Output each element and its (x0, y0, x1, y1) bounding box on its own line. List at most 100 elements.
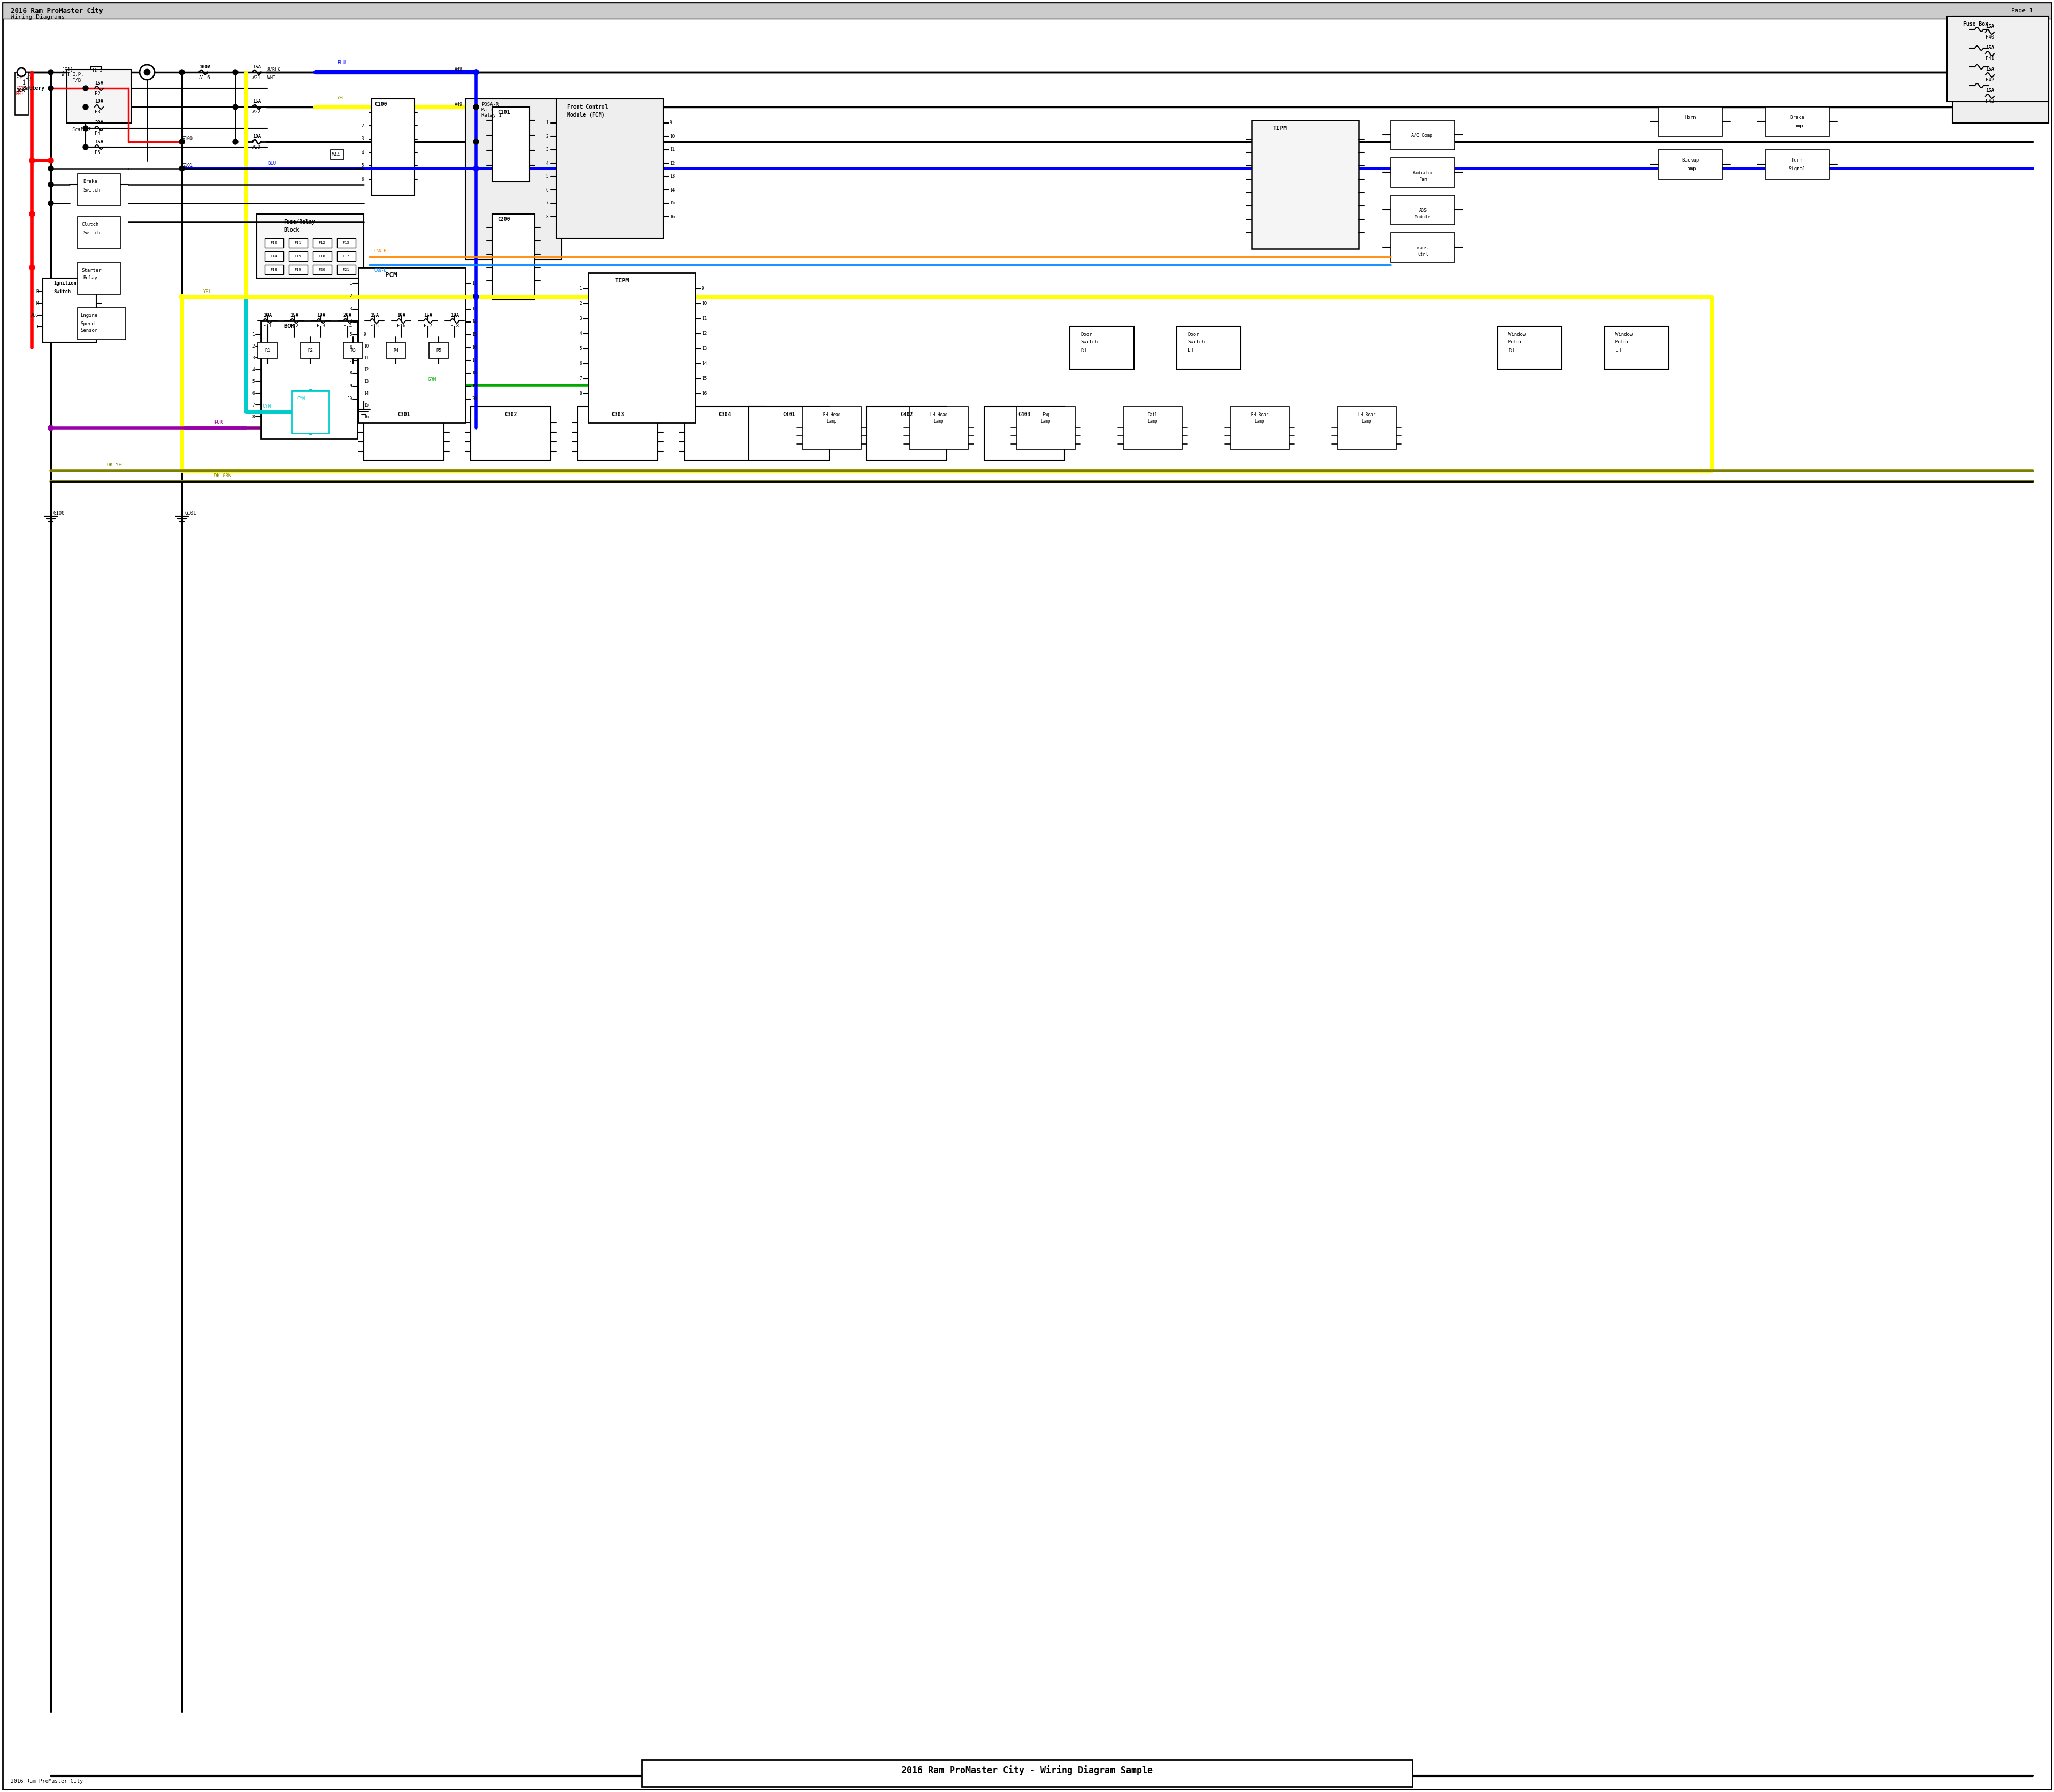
Text: RH Rear: RH Rear (1251, 412, 1267, 418)
Text: 8: 8 (349, 371, 351, 376)
Circle shape (472, 140, 479, 145)
Text: 3: 3 (253, 355, 255, 360)
Text: Switch: Switch (53, 289, 70, 294)
Text: C304: C304 (719, 412, 731, 418)
Text: F13: F13 (343, 242, 349, 244)
Bar (372, 99, 415, 195)
Text: 5: 5 (546, 174, 548, 179)
Text: POSA-R: POSA-R (481, 102, 499, 108)
Text: F13: F13 (316, 324, 325, 328)
Text: Motor: Motor (1614, 340, 1629, 344)
Text: 16: 16 (670, 215, 674, 219)
Text: BCM: BCM (283, 324, 294, 330)
Bar (1017, 407, 1074, 450)
Bar (1177, 326, 1241, 369)
Text: Lamp: Lamp (1041, 419, 1052, 425)
Text: 9: 9 (364, 332, 366, 337)
Text: 15: 15 (472, 333, 477, 337)
Text: F43: F43 (1986, 99, 1994, 104)
Text: Window: Window (1508, 332, 1526, 337)
Text: 11: 11 (364, 355, 368, 360)
Bar (429, 342, 448, 358)
Circle shape (140, 65, 154, 79)
Text: CYN: CYN (298, 396, 304, 401)
Text: 19: 19 (472, 383, 477, 389)
Text: 18: 18 (472, 371, 477, 376)
Bar (290, 251, 308, 262)
Text: F16: F16 (396, 324, 405, 328)
Bar (68, 70, 131, 124)
Text: F20: F20 (318, 269, 325, 271)
Bar (265, 251, 283, 262)
Bar (1391, 233, 1454, 262)
Circle shape (472, 70, 479, 75)
Text: LH: LH (1187, 348, 1193, 353)
Bar (312, 265, 331, 274)
Text: Fuse Box: Fuse Box (1964, 22, 1988, 27)
Bar (78, 262, 121, 294)
Text: 30A: 30A (16, 88, 25, 93)
Text: A49: A49 (454, 102, 462, 108)
Text: I.P.: I.P. (72, 72, 84, 77)
Text: Ctrl: Ctrl (1417, 251, 1428, 256)
Bar (257, 213, 364, 278)
Bar (984, 407, 1064, 461)
Text: Switch: Switch (82, 188, 101, 192)
Text: F15: F15 (294, 254, 302, 258)
Bar (78, 308, 125, 340)
Bar (357, 267, 466, 423)
Text: 13: 13 (472, 306, 477, 312)
Text: Motor: Motor (1508, 340, 1522, 344)
Bar (1124, 407, 1183, 450)
Text: 15: 15 (702, 376, 707, 382)
Circle shape (82, 125, 88, 131)
Text: F4: F4 (94, 131, 101, 136)
Text: WHT: WHT (62, 72, 70, 77)
Text: A21: A21 (253, 75, 261, 81)
Text: 15A: 15A (290, 314, 298, 317)
Circle shape (144, 70, 150, 75)
Text: 4: 4 (253, 367, 255, 373)
Text: 6: 6 (362, 177, 364, 181)
Circle shape (82, 145, 88, 151)
Circle shape (29, 211, 35, 217)
Text: F40: F40 (1986, 36, 1994, 39)
Text: ACC: ACC (31, 312, 39, 317)
Text: 14: 14 (670, 188, 674, 192)
Circle shape (232, 70, 238, 75)
Text: LH Head: LH Head (930, 412, 947, 418)
Circle shape (472, 294, 479, 299)
Text: Page 1: Page 1 (2011, 7, 2033, 13)
Bar (493, 213, 534, 299)
Text: Switch: Switch (1187, 340, 1206, 344)
Text: 20: 20 (472, 396, 477, 401)
Text: 1: 1 (546, 120, 548, 125)
Text: 8/BLK: 8/BLK (267, 66, 281, 72)
Bar (290, 238, 308, 247)
Text: 10A: 10A (253, 134, 261, 138)
Text: RED: RED (16, 91, 23, 97)
Text: F17: F17 (343, 254, 349, 258)
Text: 9: 9 (670, 120, 672, 125)
Text: C403: C403 (1019, 412, 1031, 418)
Bar (43, 278, 97, 342)
Text: Clutch: Clutch (82, 222, 99, 228)
Text: F14: F14 (271, 254, 277, 258)
Text: 15A: 15A (370, 314, 378, 317)
Text: 6: 6 (579, 362, 581, 366)
Text: 10A: 10A (396, 314, 405, 317)
Text: WHT: WHT (267, 75, 275, 81)
Bar (1764, 108, 1830, 136)
Text: Relay: Relay (82, 276, 97, 281)
Text: F15: F15 (370, 324, 378, 328)
Bar (261, 321, 357, 439)
Bar (470, 407, 550, 461)
Text: Lamp: Lamp (1791, 124, 1803, 127)
Text: F18: F18 (271, 269, 277, 271)
Text: 10A: 10A (316, 314, 325, 317)
Text: 8: 8 (546, 215, 548, 219)
Text: 2016 Ram ProMaster City: 2016 Ram ProMaster City (10, 1779, 82, 1785)
Text: 2: 2 (362, 124, 364, 127)
Text: Switch: Switch (82, 231, 101, 235)
Text: 7: 7 (579, 376, 581, 382)
